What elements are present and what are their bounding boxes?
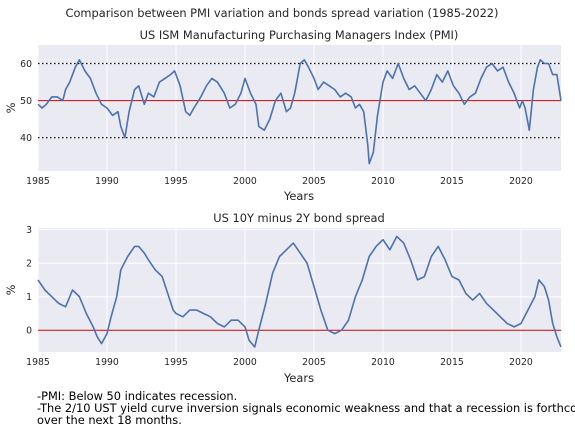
pmi-xtick-label: 2005 <box>302 176 326 187</box>
spread-xtick-label: 2010 <box>371 357 395 368</box>
pmi-xtick-label: 2000 <box>233 176 257 187</box>
footnote-horizon: over the next 18 months. <box>37 414 182 426</box>
spread-xtick-label: 2000 <box>233 357 257 368</box>
pmi-x-axis-label: Years <box>283 189 314 203</box>
spread-chart: US 10Y minus 2Y bond spread 1985 1990 1995… <box>4 211 561 385</box>
pmi-ytick-label: 40 <box>20 133 32 144</box>
spread-ytick-label: 2 <box>26 258 32 269</box>
pmi-chart: US ISM Manufacturing Purchasing Managers… <box>4 28 561 203</box>
spread-ytick-label: 0 <box>26 326 32 337</box>
spread-xtick-label: 1990 <box>95 357 119 368</box>
pmi-ytick-label: 50 <box>20 96 32 107</box>
pmi-xtick-label: 1995 <box>164 176 188 187</box>
pmi-ytick-labels: 40 50 60 <box>20 59 32 144</box>
spread-chart-title: US 10Y minus 2Y bond spread <box>213 211 384 225</box>
pmi-xtick-label: 1990 <box>95 176 119 187</box>
pmi-xtick-label: 2015 <box>440 176 464 187</box>
pmi-xtick-label: 1985 <box>26 176 50 187</box>
spread-x-axis-label: Years <box>283 371 314 385</box>
spread-xtick-label: 1995 <box>164 357 188 368</box>
spread-y-axis-label: % <box>4 284 18 295</box>
pmi-ytick-label: 60 <box>20 59 32 70</box>
spread-xtick-label: 2015 <box>440 357 464 368</box>
spread-ytick-labels: 0 1 2 3 <box>26 225 32 337</box>
spread-xtick-label: 2005 <box>302 357 326 368</box>
pmi-xtick-labels: 1985 1990 1995 2000 2005 2010 2015 2020 <box>26 176 533 187</box>
spread-plot-area <box>38 228 561 352</box>
spread-ytick-label: 1 <box>26 292 32 303</box>
pmi-xtick-label: 2010 <box>371 176 395 187</box>
spread-xtick-labels: 1985 1990 1995 2000 2005 2010 2015 2020 <box>26 357 533 368</box>
spread-xtick-label: 2020 <box>509 357 533 368</box>
pmi-y-axis-label: % <box>4 102 18 113</box>
pmi-xtick-label: 2020 <box>509 176 533 187</box>
spread-ytick-label: 3 <box>26 225 32 236</box>
pmi-chart-title: US ISM Manufacturing Purchasing Managers… <box>140 28 459 42</box>
spread-xtick-label: 1985 <box>26 357 50 368</box>
suptitle: Comparison between PMI variation and bon… <box>65 6 498 20</box>
